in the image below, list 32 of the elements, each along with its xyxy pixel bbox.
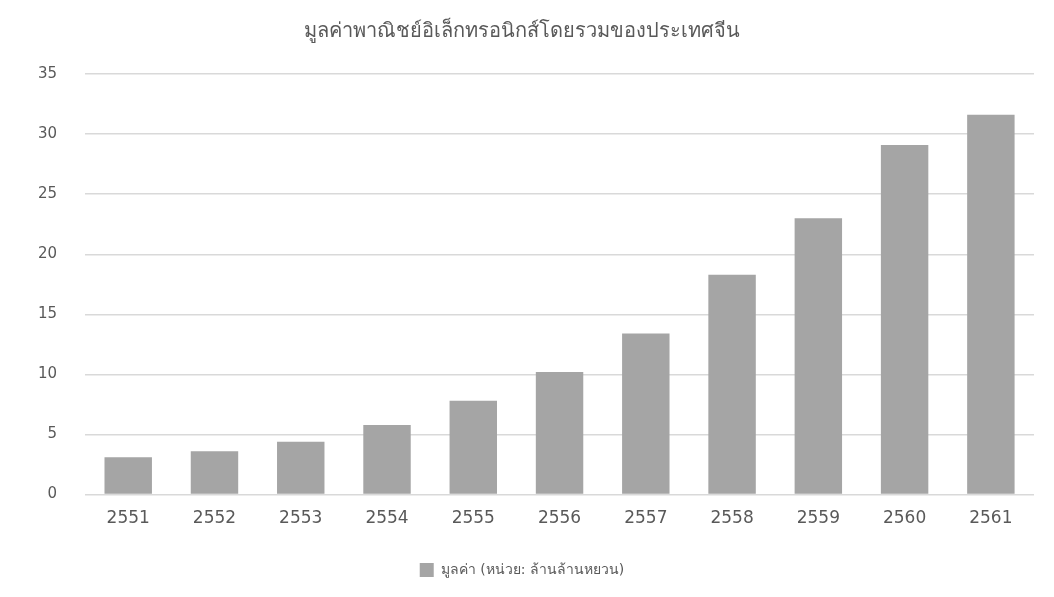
y-tick-label: 35 bbox=[37, 63, 58, 82]
y-tick-label: 25 bbox=[37, 184, 58, 203]
bar bbox=[967, 114, 1015, 494]
bar bbox=[449, 400, 497, 494]
x-tick-label: 2560 bbox=[882, 507, 927, 528]
y-tick-label: 20 bbox=[37, 244, 58, 263]
x-tick-label: 2558 bbox=[710, 507, 754, 528]
bar bbox=[104, 457, 152, 494]
bar bbox=[535, 372, 584, 494]
x-tick-label: 2559 bbox=[796, 507, 840, 528]
bar bbox=[622, 333, 670, 494]
x-tick-label: 2561 bbox=[969, 507, 1013, 528]
x-tick-label: 2552 bbox=[192, 507, 237, 528]
bar bbox=[708, 274, 756, 494]
bar bbox=[363, 424, 411, 494]
x-tick-label: 2556 bbox=[537, 507, 582, 528]
y-tick-label: 0 bbox=[47, 484, 58, 503]
bar bbox=[880, 144, 929, 494]
y-tick-label: 30 bbox=[37, 123, 58, 142]
legend-label: มูลค่า (หน่วย: ล้านล้านหยวน) bbox=[440, 560, 625, 578]
y-tick-label: 10 bbox=[37, 364, 58, 383]
x-tick-label: 2557 bbox=[624, 507, 668, 528]
x-tick-label: 2555 bbox=[451, 507, 495, 528]
y-tick-label: 15 bbox=[37, 304, 58, 323]
bar bbox=[277, 441, 325, 494]
chart-title: มูลค่าพาณิชย์อิเล็กทรอนิกส์โดยรวมของประเทศจีน bbox=[304, 17, 740, 44]
y-tick-label: 5 bbox=[47, 424, 58, 443]
bar bbox=[794, 218, 843, 494]
bar bbox=[190, 451, 239, 494]
x-tick-label: 2551 bbox=[106, 507, 150, 528]
x-tick-label: 2553 bbox=[279, 507, 323, 528]
x-tick-label: 2554 bbox=[365, 507, 409, 528]
